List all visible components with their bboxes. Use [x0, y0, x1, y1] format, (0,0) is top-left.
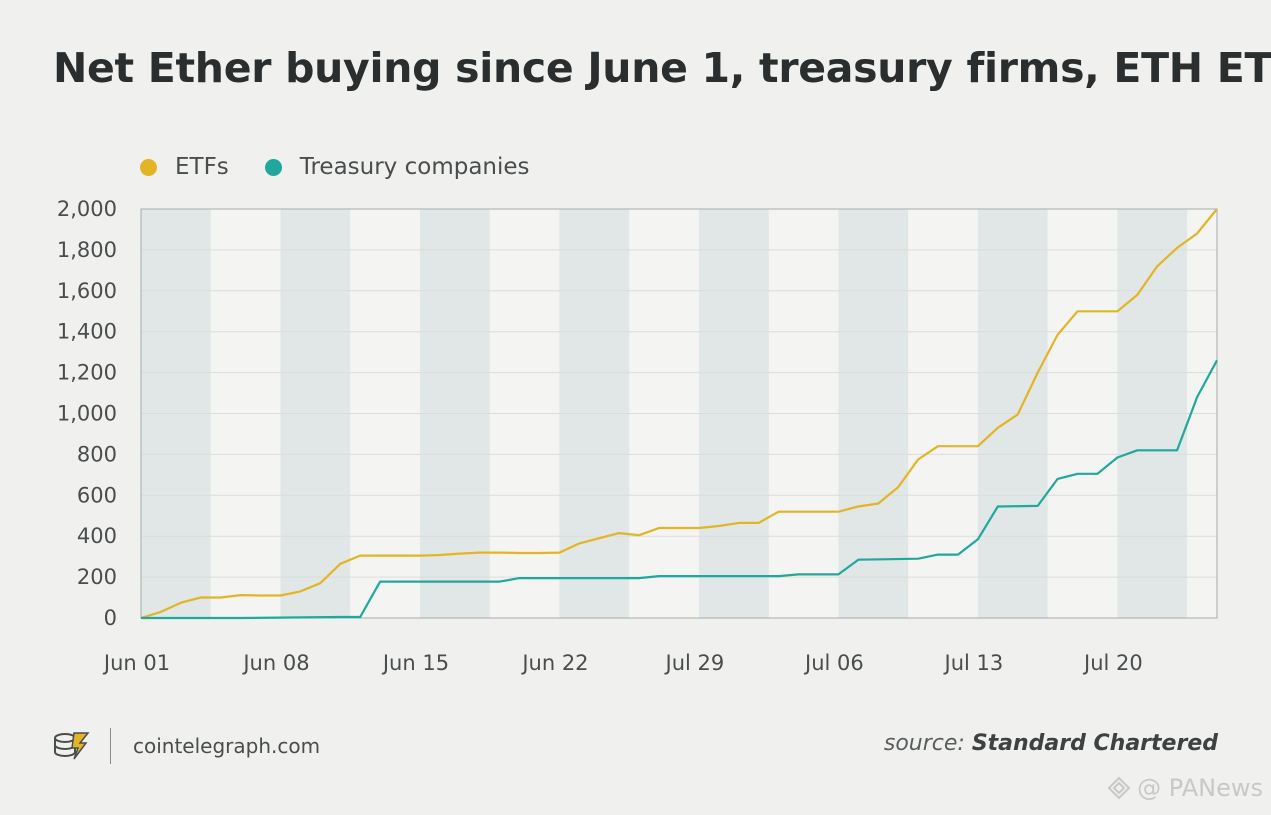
panews-diamond-icon: [1107, 776, 1131, 800]
x-tick-label: Jul 13: [943, 651, 1004, 675]
chart-title: Net Ether buying since June 1, treasury …: [53, 44, 1271, 92]
footer: cointelegraph.com: [52, 728, 320, 764]
y-tick-label: 0: [104, 606, 117, 630]
source-credit: source: Standard Chartered: [884, 731, 1218, 756]
y-tick-label: 1,600: [57, 279, 117, 303]
source-name: Standard Chartered: [971, 731, 1218, 756]
legend-label-treasury: Treasury companies: [299, 154, 530, 180]
legend-item-treasury: Treasury companies: [264, 154, 530, 180]
y-tick-label: 1,000: [57, 402, 117, 426]
legend: ETFs Treasury companies: [140, 154, 566, 180]
x-tick-label: Jun 22: [520, 651, 588, 675]
y-tick-label: 800: [77, 442, 117, 466]
series-line-etfs: [140, 208, 1218, 620]
x-tick-label: Jun 01: [102, 651, 170, 675]
x-tick-label: Jul 06: [803, 651, 864, 675]
series-line-treasury-companies: [141, 359, 1218, 620]
cointelegraph-logo-icon: [54, 732, 90, 760]
y-tick-label: 1,400: [57, 320, 117, 344]
x-tick-label: Jul 20: [1082, 651, 1143, 675]
x-tick-label: Jul 29: [664, 651, 725, 675]
legend-item-etfs: ETFs: [140, 154, 229, 180]
legend-dot-treasury: [264, 158, 282, 176]
y-tick-label: 1,200: [57, 361, 117, 385]
y-tick-label: 1,800: [57, 238, 117, 262]
footer-separator: [110, 728, 111, 764]
watermark-text: @ PANews: [1137, 774, 1263, 802]
y-tick-label: 600: [77, 483, 117, 507]
x-tick-label: Jun 15: [381, 651, 449, 675]
watermark: @ PANews: [1107, 774, 1263, 802]
y-tick-label: 200: [77, 565, 117, 589]
plot-border: [140, 208, 1218, 619]
y-tick-label: 2,000: [57, 197, 117, 221]
source-prefix: source:: [883, 731, 972, 756]
x-tick-label: Jun 08: [241, 651, 309, 675]
legend-dot-etfs: [140, 158, 157, 176]
legend-label-etfs: ETFs: [175, 154, 229, 180]
y-tick-label: 400: [77, 524, 117, 548]
site-name: cointelegraph.com: [133, 734, 321, 758]
